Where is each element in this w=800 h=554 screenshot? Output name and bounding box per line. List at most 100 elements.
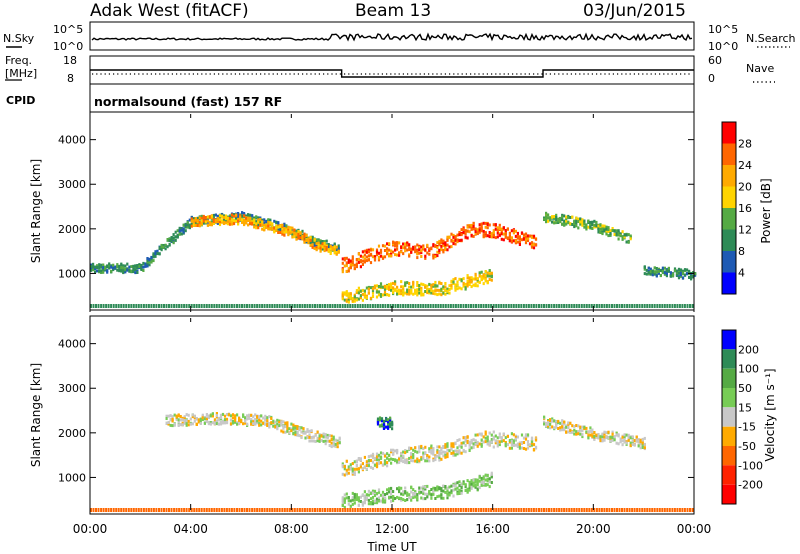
heatmap-cell xyxy=(419,304,422,308)
heatmap-cell xyxy=(283,228,286,232)
heatmap-cell xyxy=(366,304,369,308)
heatmap-cell xyxy=(341,261,344,265)
heatmap-cell xyxy=(323,247,326,250)
heatmap-cell xyxy=(297,235,300,239)
heatmap-cell xyxy=(211,421,214,425)
colorbar-swatch xyxy=(722,143,736,165)
heatmap-cell xyxy=(589,429,592,433)
heatmap-cell xyxy=(478,271,481,275)
heatmap-cell xyxy=(550,508,553,512)
heatmap-cell xyxy=(381,256,385,260)
heatmap-cell xyxy=(466,435,469,439)
heatmap-cell xyxy=(324,304,326,308)
heatmap-cell xyxy=(460,238,463,242)
heatmap-cell xyxy=(456,439,459,442)
heatmap-cell xyxy=(355,265,358,269)
heatmap-cell xyxy=(595,433,598,437)
heatmap-cell xyxy=(438,239,441,243)
heatmap-cell xyxy=(597,227,600,231)
heatmap-cell xyxy=(298,434,301,438)
heatmap-cell xyxy=(330,438,333,441)
heatmap-cell xyxy=(298,427,301,431)
heatmap-cell xyxy=(547,421,550,425)
heatmap-cell xyxy=(106,270,109,274)
heatmap-cell xyxy=(250,422,253,426)
heatmap-cell xyxy=(468,281,471,285)
heatmap-cell xyxy=(339,508,342,512)
heatmap-cell xyxy=(230,216,234,220)
heatmap-cell xyxy=(416,291,419,295)
heatmap-cell xyxy=(222,214,226,218)
heatmap-cell xyxy=(385,425,388,429)
heatmap-cell xyxy=(317,241,320,245)
heatmap-cell xyxy=(690,274,693,278)
heatmap-cell xyxy=(392,458,395,461)
heatmap-cell xyxy=(316,439,319,443)
heatmap-cell xyxy=(328,444,331,447)
heatmap-cell xyxy=(476,442,479,446)
heatmap-cell xyxy=(212,222,215,225)
heatmap-cell xyxy=(599,223,602,227)
heatmap-cell xyxy=(357,286,360,290)
heatmap-cell xyxy=(424,487,427,491)
heatmap-cell xyxy=(371,248,375,252)
heatmap-cell xyxy=(142,508,145,512)
heatmap-cell xyxy=(458,484,461,488)
heatmap-cell xyxy=(527,508,530,512)
heatmap-cell xyxy=(359,304,362,308)
heatmap-cell xyxy=(377,244,381,248)
heatmap-cell xyxy=(379,451,383,455)
heatmap-cell xyxy=(170,304,173,308)
heatmap-cell xyxy=(472,221,475,225)
heatmap-cell xyxy=(459,304,462,308)
heatmap-cell xyxy=(607,230,610,234)
heatmap-cell xyxy=(288,304,291,308)
heatmap-cell xyxy=(438,249,441,252)
heatmap-cell xyxy=(404,281,407,285)
heatmap-cell xyxy=(102,263,105,267)
heatmap-cell xyxy=(120,268,123,271)
heatmap-cell xyxy=(406,241,409,245)
heatmap-cell xyxy=(238,304,241,308)
heatmap-cell xyxy=(512,304,515,308)
heatmap-cell xyxy=(400,498,403,502)
heatmap-cell xyxy=(92,265,95,269)
heatmap-cell xyxy=(424,290,427,293)
heatmap-cell xyxy=(357,289,360,293)
heatmap-cell xyxy=(412,448,415,452)
heatmap-cell xyxy=(220,508,223,512)
heatmap-cell xyxy=(286,429,289,433)
heatmap-cell xyxy=(404,458,407,462)
heatmap-cell xyxy=(623,304,626,308)
heatmap-cell xyxy=(653,508,656,512)
heatmap-cell xyxy=(353,471,356,475)
heatmap-cell xyxy=(436,254,439,258)
heatmap-cell xyxy=(555,304,558,308)
heatmap-cell xyxy=(359,508,362,512)
heatmap-cell xyxy=(409,508,412,512)
heatmap-cell xyxy=(361,462,364,466)
heatmap-cell xyxy=(332,444,335,448)
heatmap-cell xyxy=(482,482,485,486)
heatmap-cell xyxy=(292,427,295,431)
heatmap-cell xyxy=(462,436,465,440)
heatmap-cell xyxy=(512,508,515,512)
heatmap-cell xyxy=(547,216,550,220)
heatmap-cell xyxy=(468,276,471,280)
heatmap-cell xyxy=(261,220,264,224)
heatmap-cell xyxy=(410,446,413,450)
heatmap-cell xyxy=(388,285,391,289)
heatmap-cell xyxy=(365,497,368,501)
heatmap-cell xyxy=(430,291,433,295)
heatmap-cell xyxy=(378,424,382,428)
heatmap-cell xyxy=(527,304,530,308)
heatmap-cell xyxy=(476,480,479,484)
heatmap-cell xyxy=(621,237,624,241)
heatmap-cell xyxy=(555,213,558,217)
heatmap-cell xyxy=(369,454,373,458)
heatmap-cell xyxy=(645,272,648,276)
heatmap-cell xyxy=(363,465,366,469)
heatmap-cell xyxy=(474,483,477,487)
heatmap-cell xyxy=(628,508,631,512)
